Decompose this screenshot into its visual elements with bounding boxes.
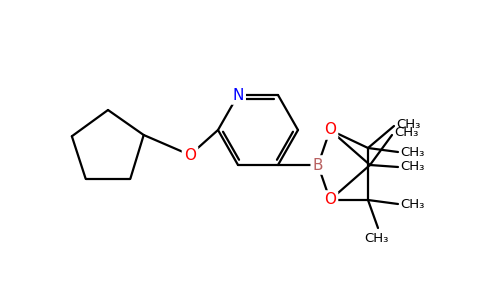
Text: CH₃: CH₃ — [396, 118, 421, 130]
Text: CH₃: CH₃ — [400, 146, 424, 158]
Text: B: B — [313, 158, 323, 172]
Text: O: O — [324, 193, 336, 208]
Text: O: O — [184, 148, 196, 163]
Text: CH₃: CH₃ — [394, 125, 418, 139]
Text: O: O — [324, 122, 336, 137]
Text: CH₃: CH₃ — [400, 160, 424, 173]
Text: CH₃: CH₃ — [400, 197, 424, 211]
Text: N: N — [232, 88, 243, 103]
Text: CH₃: CH₃ — [364, 232, 388, 245]
